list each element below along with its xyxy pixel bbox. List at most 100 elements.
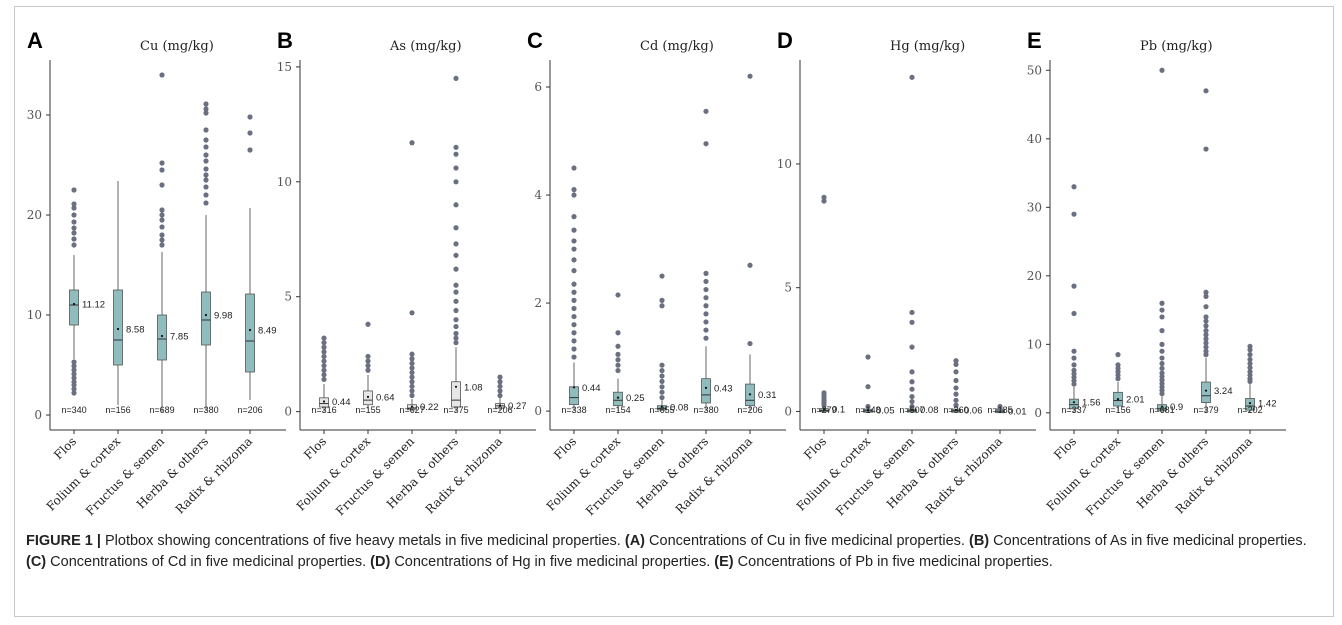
outlier-point <box>571 257 577 263</box>
outlier-point <box>747 73 753 79</box>
outlier-point <box>409 360 415 366</box>
n-label: n=681 <box>1149 405 1174 415</box>
panel-title: Cd (mg/kg) <box>640 39 714 54</box>
outlier-point <box>865 384 871 390</box>
n-label: n=360 <box>943 405 968 415</box>
y-tick-label: 30 <box>1027 200 1042 214</box>
outlier-point <box>409 365 415 371</box>
outlier-point <box>409 310 415 316</box>
y-tick-label: 0 <box>284 405 292 419</box>
outlier-point <box>1203 314 1209 320</box>
outlier-point <box>203 158 209 164</box>
outlier-point <box>203 184 209 190</box>
category-label: Radix & rhizoma <box>173 434 255 516</box>
outlier-point <box>571 281 577 287</box>
outlier-point <box>659 389 665 395</box>
n-label: n=279 <box>811 405 836 415</box>
mean-value-label: 7.85 <box>170 332 189 343</box>
mean-point <box>1072 401 1076 404</box>
outlier-point <box>1203 328 1209 334</box>
outlier-point <box>71 236 77 242</box>
outlier-point <box>453 307 459 314</box>
outlier-point <box>703 141 709 147</box>
n-label: n=627 <box>399 405 424 415</box>
outlier-point <box>1203 318 1209 324</box>
category-label: Folium & cortex <box>44 434 124 514</box>
outlier-point <box>71 219 77 225</box>
panel-c: C Cd (mg/kg) 0 2 4 6 0.44 n=338 Flos 0.25n=154 Fol… <box>527 28 786 518</box>
mean-value-label: 1.56 <box>1082 398 1101 409</box>
outlier-point <box>615 343 621 349</box>
outlier-point <box>1247 365 1253 371</box>
mean-value-label: 0.44 <box>582 383 601 394</box>
panel-letter: D <box>777 28 793 53</box>
outlier-point <box>453 298 459 304</box>
category-label: Fructus & semen <box>833 434 917 518</box>
outlier-point <box>409 369 415 376</box>
mean-value-label: 1.08 <box>464 382 483 393</box>
mean-value-label: 0.25 <box>626 393 645 404</box>
outlier-point <box>1071 310 1077 317</box>
mean-point <box>160 334 164 338</box>
outlier-point <box>1203 293 1209 299</box>
category-label: Folium & cortex <box>1044 434 1124 514</box>
y-tick-label: 15 <box>277 60 292 74</box>
y-tick-label: 10 <box>1027 337 1042 351</box>
mean-point <box>322 400 326 403</box>
outlier-point <box>997 403 1003 410</box>
outlier-point <box>1247 356 1253 363</box>
outlier-point <box>1203 323 1209 329</box>
outlier-point <box>571 297 577 303</box>
outlier-point <box>615 292 621 298</box>
mean-value-label: 0.08 <box>670 402 689 413</box>
category-label: Folium & cortex <box>544 434 624 514</box>
outlier-point <box>615 357 621 363</box>
outlier-point <box>453 323 459 330</box>
n-label: n=380 <box>193 405 218 415</box>
outlier-point <box>909 393 915 400</box>
outlier-point <box>1159 328 1165 334</box>
panel-b: B As (mg/kg) 0 5 10 15 0.44n=316 Flos 0.64 n=155 F… <box>277 28 536 518</box>
outlier-point <box>159 167 165 173</box>
outlier-point <box>1203 336 1209 342</box>
category-label: Flos <box>801 434 829 462</box>
outlier-point <box>703 311 709 317</box>
outlier-point <box>659 303 665 309</box>
outlier-point <box>71 205 77 211</box>
outlier-point <box>159 212 165 218</box>
outlier-point <box>203 172 209 178</box>
outlier-point <box>865 354 871 360</box>
mean-point <box>204 313 208 317</box>
outlier-point <box>1247 352 1253 358</box>
category-label: Radix & rhizoma <box>673 434 755 516</box>
outlier-point <box>159 182 165 188</box>
outlier-point <box>203 110 209 116</box>
y-tick-label: 40 <box>1027 132 1042 146</box>
mean-value-label: 0.08 <box>920 405 939 416</box>
outlier-point <box>203 144 209 150</box>
outlier-point <box>159 224 165 230</box>
outlier-point <box>453 335 459 341</box>
outlier-point <box>1159 360 1165 367</box>
outlier-point <box>909 74 915 80</box>
outlier-point <box>497 379 503 385</box>
outlier-point <box>365 358 371 364</box>
mean-value-label: 0.06 <box>964 405 983 416</box>
outlier-point <box>659 273 665 279</box>
outlier-point <box>321 367 327 373</box>
mean-value-label: 8.58 <box>126 325 145 336</box>
outlier-point <box>71 242 77 248</box>
box <box>1069 398 1079 410</box>
outlier-point <box>247 114 253 120</box>
mean-value-label: 0.44 <box>332 397 351 408</box>
outlier-point <box>71 359 77 365</box>
outlier-point <box>453 282 459 288</box>
box <box>69 289 79 326</box>
outlier-point <box>571 354 577 360</box>
outlier-point <box>703 303 709 309</box>
outlier-point <box>321 344 327 350</box>
outlier-point <box>821 198 827 204</box>
outlier-point <box>747 340 753 347</box>
n-label: n=338 <box>561 405 586 415</box>
mean-value-label: 0.43 <box>714 383 733 394</box>
